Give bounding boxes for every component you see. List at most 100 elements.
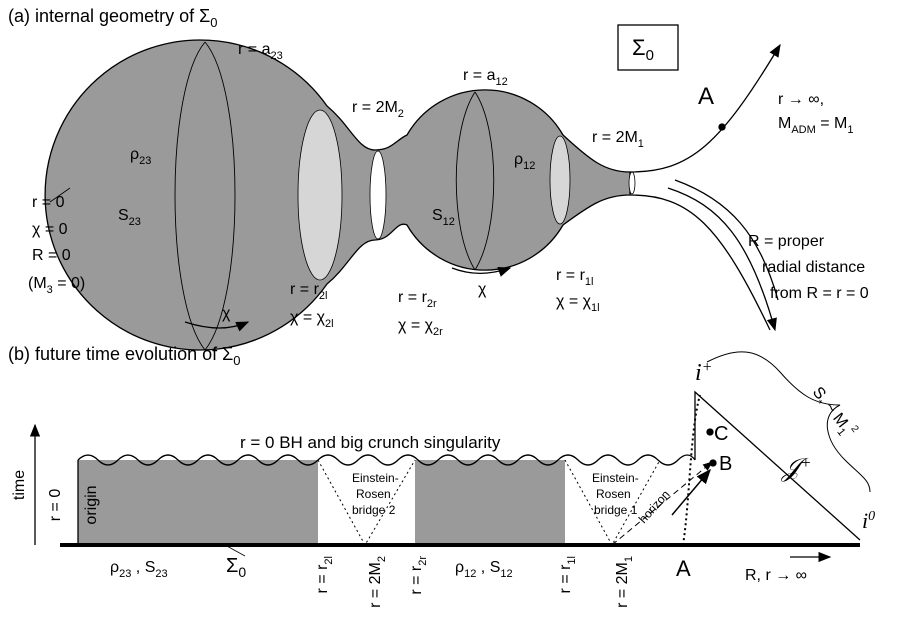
text: A [698,83,714,110]
subscript: * [812,398,825,409]
label: χ [478,281,487,298]
label: Einstein- [592,471,639,485]
text: r = 2M [352,99,398,116]
subscript: 1l [591,302,600,314]
label: ρ12 [514,151,535,172]
label: r = 0 [47,489,64,522]
subscript: 23 [129,216,141,228]
label: r = 2M2 [367,556,388,608]
label: origin [83,485,100,524]
superscript: + [800,453,811,472]
label: from R = r = 0 [770,285,869,302]
label: time [11,470,28,500]
label: R = 0 [32,247,71,264]
text: = 0) [53,275,85,292]
label: χ [222,305,231,322]
text: r = r [314,564,331,594]
subscript: 2r [433,326,443,338]
label: R = proper [748,233,825,250]
subscript: 2r [427,298,437,310]
geometry-a [44,24,781,351]
label: A [676,556,691,581]
text: Einstein- [352,471,399,485]
label: ρ23 [130,146,151,167]
label: r = 0 BH and big crunch singularity [240,433,501,452]
text: Σ [632,35,646,60]
geometry-b [29,351,871,563]
text: Einstein- [592,471,639,485]
text: ρ [514,151,523,168]
text: (b) future time evolution of Σ [8,344,233,364]
label: Rosen [356,487,391,501]
subscript: 23 [155,568,167,580]
subscript: 23 [119,568,131,580]
label: r = 0 [32,194,65,211]
text: r = 2M [367,562,384,608]
label: bridge 1 [594,503,638,517]
text: (a) internal geometry of Σ [8,6,210,26]
text: r = r [290,281,320,298]
subscript: 3 [47,284,53,296]
text: ρ [130,146,139,163]
subscript: 0 [210,15,217,30]
text: r = 0 BH and big crunch singularity [240,433,501,452]
text: B [719,453,732,475]
subscript: 1 [623,556,635,562]
label: radial distance [762,259,865,276]
text: χ = χ [398,317,434,334]
label: r = r2r [408,556,429,595]
text: r = a [463,67,496,84]
label: bridge 2 [352,503,396,517]
text: M [778,115,791,132]
text: χ = χ [556,293,592,310]
subscript: 12 [443,216,455,228]
label: 𝒥+ [780,453,811,482]
text: C [714,423,728,445]
text: r = a [238,41,271,58]
label: ρ23 , S23 [110,559,168,580]
text: R = proper [748,233,825,250]
subscript: 2r [417,556,429,566]
label: r = 2M1 [614,556,635,608]
label: R, r → ∞ [745,567,807,584]
label: ρ12 , S12 [455,559,513,580]
label: χ = 0 [32,221,68,238]
subscript: 2l [319,290,328,302]
label: r = r2l [290,281,327,302]
text: , S [476,559,500,576]
text: A [676,556,691,581]
subscript: 0 [646,47,654,64]
text: origin [83,485,100,524]
label: r = 2M1 [592,129,644,150]
subscript: ADM [791,124,815,136]
text: = M [816,115,848,132]
superscript: 2 [848,424,860,436]
label: A [698,83,714,110]
label: χ = χ2r [398,317,443,338]
label: r = r1l [556,267,593,288]
subscript: 1 [638,138,644,150]
text: S [118,207,129,224]
label: (M3 = 0) [28,275,85,296]
caption: (b) future time evolution of Σ0 [8,344,240,368]
text: χ = χ [290,309,326,326]
subscript: 1 [847,124,853,136]
text: r = 2M [592,129,638,146]
text: χ [222,305,231,322]
label: i+ [695,359,712,386]
label: r = a23 [238,41,283,62]
text: Rosen [596,487,631,501]
label: S23 [118,207,141,228]
label: S* ~ M12 [806,382,861,443]
subscript: 2 [398,108,404,120]
label: i0 [862,508,875,533]
text: R, r → ∞ [745,567,807,584]
text: time [11,470,28,500]
text: S [432,207,443,224]
label: Rosen [596,487,631,501]
label: C [714,423,728,445]
subscript: 0 [238,564,246,580]
superscript: + [702,359,713,376]
subscript: 12 [523,160,535,172]
